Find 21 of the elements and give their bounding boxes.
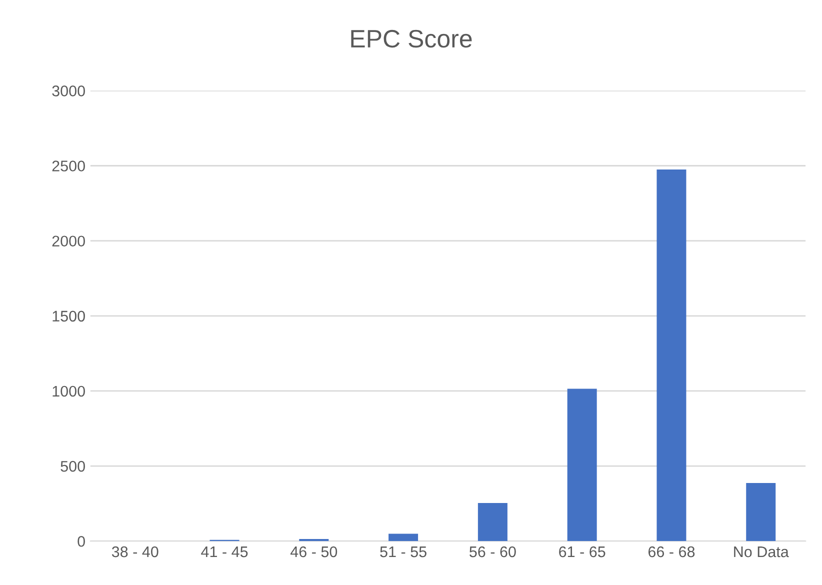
y-tick-label: 1500 [52, 310, 85, 322]
bar [388, 534, 418, 542]
y-tick-label: 2500 [52, 160, 85, 172]
bar [656, 170, 686, 542]
x-tick-label: 41 - 45 [201, 546, 248, 558]
y-tick-label: 1000 [52, 386, 85, 397]
x-tick-label: 61 - 65 [559, 546, 606, 558]
y-tick-label: 3000 [52, 86, 85, 96]
bar [746, 483, 776, 542]
x-tick-label: 66 - 68 [648, 546, 695, 558]
x-tick-label: 38 - 40 [112, 546, 158, 558]
chart-title: EPC Score [351, 30, 472, 48]
x-tick-label: No Data [734, 546, 789, 558]
y-tick-label: 500 [60, 460, 85, 472]
bar [478, 502, 508, 542]
x-tick-label: 46 - 50 [290, 546, 338, 558]
bar [567, 388, 597, 542]
x-tick-label: 56 - 60 [470, 546, 516, 558]
y-tick-label: 0 [78, 536, 85, 547]
x-tick-label: 51 - 55 [380, 546, 426, 558]
y-tick-label: 2000 [52, 236, 85, 247]
